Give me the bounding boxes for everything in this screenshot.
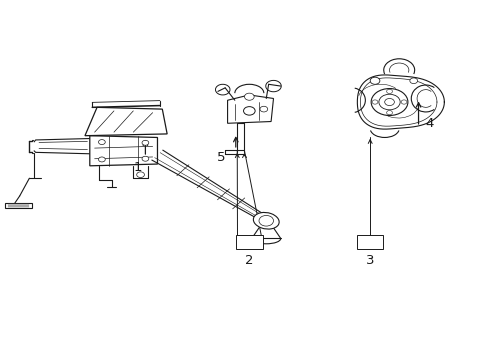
Polygon shape (5, 203, 32, 208)
Circle shape (386, 89, 392, 94)
Circle shape (98, 140, 105, 145)
Circle shape (142, 140, 148, 145)
Bar (356, 235, 383, 249)
Circle shape (260, 106, 267, 112)
Circle shape (386, 111, 392, 115)
Circle shape (369, 77, 379, 84)
Text: 4: 4 (425, 117, 433, 130)
Circle shape (378, 94, 399, 110)
Circle shape (370, 89, 407, 116)
Bar (236, 235, 262, 249)
Ellipse shape (253, 212, 279, 229)
Circle shape (98, 157, 105, 162)
Polygon shape (90, 136, 157, 166)
Text: 2: 2 (244, 254, 253, 267)
Circle shape (384, 99, 393, 105)
Text: 1: 1 (134, 161, 142, 174)
Circle shape (259, 215, 273, 226)
Polygon shape (227, 95, 273, 123)
Polygon shape (85, 107, 167, 136)
Circle shape (244, 93, 254, 100)
Text: 3: 3 (365, 254, 374, 267)
Text: 5: 5 (217, 151, 225, 164)
Circle shape (400, 100, 406, 104)
Circle shape (137, 172, 144, 177)
Circle shape (409, 78, 417, 84)
Circle shape (243, 107, 255, 115)
Circle shape (142, 156, 148, 161)
Circle shape (371, 100, 377, 104)
